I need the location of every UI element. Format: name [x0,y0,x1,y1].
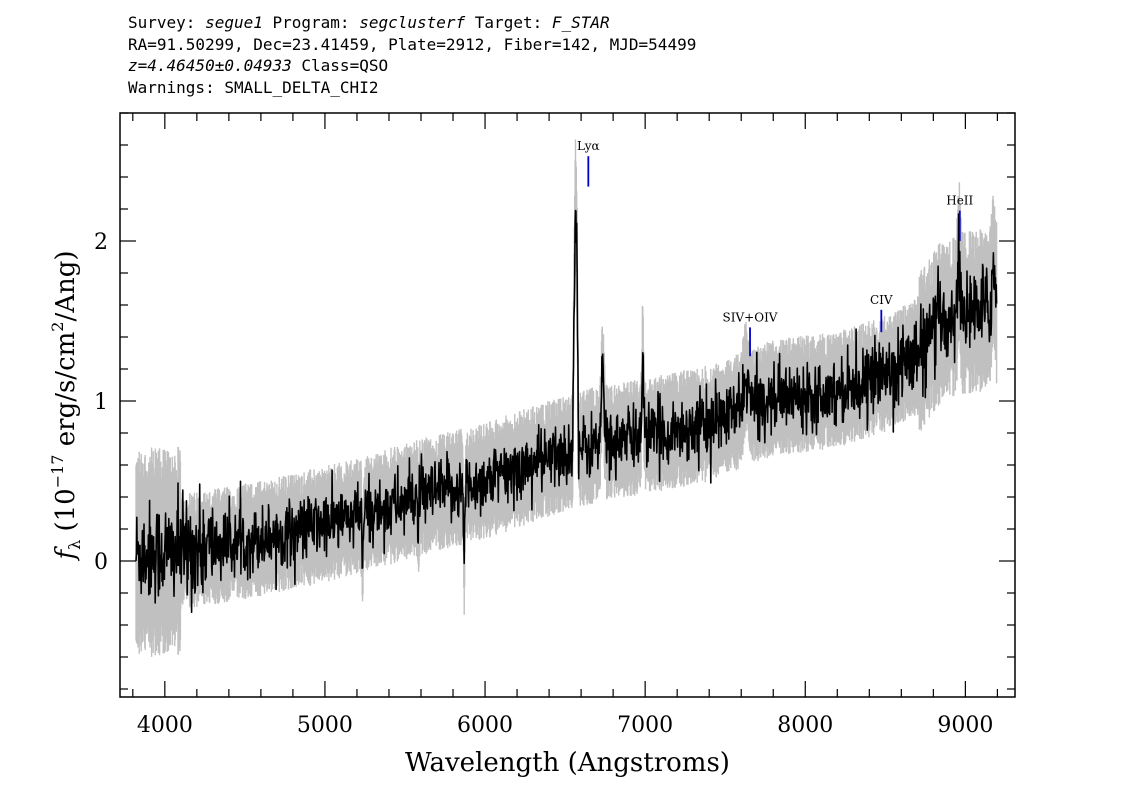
y-axis-title-lambda: λ [65,540,84,550]
y-axis-title-main: (10 [51,488,81,540]
x-tick-label: 5000 [297,713,353,738]
emission-line-label: Lyα [577,139,600,153]
emission-line-markers: Lyα SIV+OIV CIV HeII [577,139,974,357]
plot-frame [119,112,1016,698]
x-tick-label: 8000 [777,713,833,738]
target-value: F_STAR [551,13,610,32]
y-tick-label: 0 [94,550,108,575]
x-tick-labels: 4000 5000 6000 7000 8000 9000 [137,713,994,738]
emission-line-label: CIV [870,293,893,307]
emission-line-label: SIV+OIV [723,310,778,324]
program-value: segclusterf [359,13,466,32]
emission-line-label: HeII [946,194,973,208]
y-axis-title-end: /Ang) [51,250,81,321]
header-line-survey: Survey: segue1 Program: segclusterf Targ… [128,12,696,34]
flux-line [135,209,998,613]
x-tick-label: 4000 [137,713,193,738]
y-tick-label: 2 [94,230,108,255]
spectrum-header: Survey: segue1 Program: segclusterf Targ… [128,12,696,98]
y-axis-title-exponent: −17 [48,455,67,489]
class-value: Class=QSO [291,56,389,75]
program-label: Program: [262,13,360,32]
header-line-redshift: z=4.46450±0.04933 Class=QSO [128,55,696,77]
target-label: Target: [465,13,552,32]
x-tick-label: 7000 [617,713,673,738]
y-axis-title-units-exponent: 2 [48,322,67,332]
x-axis-title: Wavelength (Angstroms) [405,748,730,778]
y-axis-title-units: erg/s/cm [51,332,81,455]
y-tick-label: 1 [94,390,108,415]
survey-label: Survey: [128,13,206,32]
survey-value: segue1 [205,13,263,32]
header-line-coordinates: RA=91.50299, Dec=23.41459, Plate=2912, F… [128,34,697,54]
redshift-value: z=4.46450±0.04933 [128,56,292,75]
x-tick-label: 6000 [457,713,513,738]
y-axis-title: fλ (10−17 erg/s/cm2/Ang) [48,250,84,561]
header-line-warnings: Warnings: SMALL_DELTA_CHI2 [128,77,379,97]
flux-series [135,209,998,613]
y-tick-labels: 0 1 2 [94,230,108,575]
x-tick-label: 9000 [937,713,993,738]
axis-ticks [120,112,1015,697]
